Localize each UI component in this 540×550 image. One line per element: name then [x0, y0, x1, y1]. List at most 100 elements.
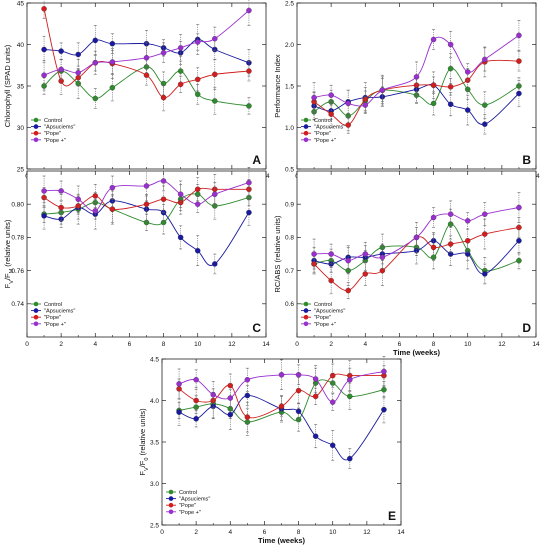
legend-marker [33, 130, 39, 136]
x-axis-label: Time (weeks) [258, 536, 305, 545]
data-point [212, 98, 218, 104]
legend-label: "Apsuciems" [314, 309, 345, 315]
data-point [278, 372, 285, 378]
data-point [447, 241, 454, 247]
data-point [244, 392, 251, 399]
legend-label: Control [314, 118, 332, 124]
y-axis-label: Chlorophyll (SPAD units) [3, 44, 12, 127]
legend-label: "Apsuciems" [44, 125, 75, 131]
series-2 [311, 217, 522, 300]
y-tick-label: 0.80 [11, 202, 24, 209]
series-3 [311, 20, 522, 117]
y-tick-label: 25 [17, 166, 25, 173]
legend-marker [33, 124, 39, 129]
data-point [58, 78, 64, 84]
data-point [295, 408, 302, 415]
x-tick-label: 12 [363, 529, 371, 536]
data-point [109, 206, 116, 212]
y-tick-label: 0.74 [11, 301, 24, 308]
x-tick-label: 10 [194, 341, 202, 348]
series-3 [311, 192, 522, 275]
data-point [381, 368, 387, 375]
legend-marker [33, 321, 39, 327]
data-point [227, 382, 234, 389]
data-point [143, 201, 150, 207]
y-tick-label: 30 [17, 125, 25, 132]
data-point [516, 204, 522, 211]
data-point [516, 237, 522, 244]
y-tick-label: 3.5 [150, 439, 159, 446]
data-point [246, 209, 252, 216]
data-point [447, 101, 454, 108]
data-point [160, 80, 167, 87]
legend-marker [303, 314, 309, 320]
data-point [143, 55, 150, 61]
data-point [246, 186, 252, 193]
series-3 [41, 0, 252, 91]
data-point [75, 51, 81, 58]
y-tick-label: 0.76 [11, 268, 24, 275]
data-point [194, 91, 201, 98]
data-point [447, 65, 454, 72]
y-tick-label: 4.5 [150, 356, 159, 363]
legend-marker [303, 137, 309, 143]
legend: Control"Apsuciems""Pope""Pope +" [166, 489, 210, 516]
data-point [311, 251, 317, 257]
data-point [143, 72, 150, 78]
data-point [362, 271, 369, 277]
data-point [413, 234, 420, 241]
y-tick-label: 3.0 [150, 481, 159, 488]
x-tick-label: 0 [160, 529, 164, 536]
legend-label: "Pope +" [314, 138, 336, 144]
x-axis-label: Time (weeks) [393, 348, 440, 357]
data-point [516, 257, 522, 264]
data-point [246, 179, 252, 186]
data-point [430, 244, 437, 251]
panel-label: E [388, 509, 396, 523]
data-point [109, 59, 116, 65]
data-point [328, 277, 334, 284]
series-3 [176, 356, 387, 411]
x-tick-label: 12 [228, 341, 236, 348]
legend-marker [168, 509, 174, 515]
data-point [482, 121, 488, 127]
data-point [244, 376, 251, 383]
legend-marker [33, 314, 39, 320]
data-point [447, 84, 454, 90]
x-tick-label: 4 [363, 341, 367, 348]
data-point [109, 40, 116, 47]
y-tick-label: 0.9 [285, 202, 294, 209]
data-point [482, 56, 488, 63]
data-point [413, 74, 420, 80]
data-point [177, 68, 184, 74]
data-point [312, 376, 319, 382]
x-tick-label: 4 [228, 529, 232, 536]
y-tick-label: 2.5 [285, 0, 294, 7]
data-point [177, 191, 184, 197]
x-tick-label: 6 [398, 341, 402, 348]
data-point [345, 100, 351, 107]
legend-label: Control [44, 118, 62, 124]
data-point [430, 100, 437, 107]
data-point [345, 257, 351, 264]
y-tick-label: 45 [17, 0, 25, 7]
data-point [143, 183, 150, 189]
x-tick-label: 0 [295, 341, 299, 348]
data-point [347, 455, 353, 462]
data-point [194, 39, 201, 45]
legend-marker [33, 137, 39, 143]
data-point [345, 122, 351, 128]
data-point [92, 95, 99, 102]
data-point [328, 111, 334, 117]
legend-label: "Pope +" [179, 510, 201, 516]
y-tick-label: 0.5 [285, 166, 294, 173]
data-point [516, 224, 522, 231]
x-tick-label: 14 [262, 341, 270, 348]
x-tick-label: 10 [464, 341, 472, 348]
legend-marker [303, 124, 309, 129]
panel-label: C [252, 321, 261, 335]
data-point [482, 271, 488, 277]
legend-label: "Apsuciems" [314, 125, 345, 131]
data-point [464, 69, 471, 75]
